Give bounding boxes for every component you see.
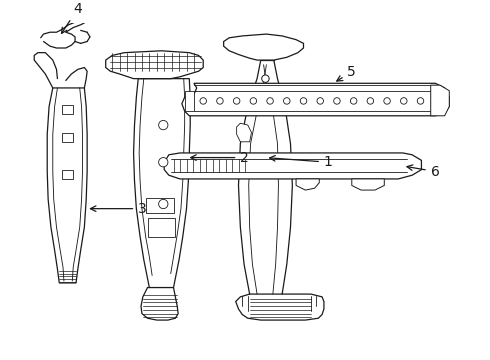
Polygon shape bbox=[185, 91, 194, 111]
Circle shape bbox=[400, 98, 407, 104]
Text: 5: 5 bbox=[337, 65, 356, 81]
Polygon shape bbox=[146, 198, 173, 213]
Polygon shape bbox=[431, 85, 449, 116]
Polygon shape bbox=[352, 179, 384, 190]
Text: 6: 6 bbox=[407, 165, 440, 179]
Circle shape bbox=[317, 98, 323, 104]
Text: 3: 3 bbox=[90, 202, 147, 216]
Circle shape bbox=[159, 199, 168, 209]
Circle shape bbox=[284, 98, 290, 104]
Circle shape bbox=[267, 98, 273, 104]
Circle shape bbox=[200, 98, 206, 104]
Polygon shape bbox=[106, 51, 203, 78]
Text: 2: 2 bbox=[191, 150, 249, 165]
Polygon shape bbox=[182, 83, 449, 116]
Polygon shape bbox=[47, 88, 87, 283]
Circle shape bbox=[159, 158, 168, 167]
Circle shape bbox=[262, 75, 269, 82]
Polygon shape bbox=[134, 78, 190, 288]
Circle shape bbox=[250, 98, 257, 104]
Polygon shape bbox=[141, 288, 178, 320]
Polygon shape bbox=[62, 132, 73, 142]
Text: 4: 4 bbox=[62, 1, 82, 33]
Circle shape bbox=[217, 98, 223, 104]
Text: 1: 1 bbox=[270, 155, 333, 169]
Circle shape bbox=[300, 98, 307, 104]
Polygon shape bbox=[164, 153, 421, 179]
Circle shape bbox=[367, 98, 373, 104]
Polygon shape bbox=[296, 179, 319, 190]
Polygon shape bbox=[62, 170, 73, 179]
Polygon shape bbox=[147, 218, 175, 237]
Polygon shape bbox=[62, 105, 73, 114]
Polygon shape bbox=[236, 294, 324, 320]
Polygon shape bbox=[237, 123, 251, 142]
Circle shape bbox=[417, 98, 424, 104]
Circle shape bbox=[350, 98, 357, 104]
Circle shape bbox=[384, 98, 391, 104]
Polygon shape bbox=[223, 34, 303, 60]
Circle shape bbox=[159, 121, 168, 130]
Circle shape bbox=[233, 98, 240, 104]
Circle shape bbox=[334, 98, 340, 104]
